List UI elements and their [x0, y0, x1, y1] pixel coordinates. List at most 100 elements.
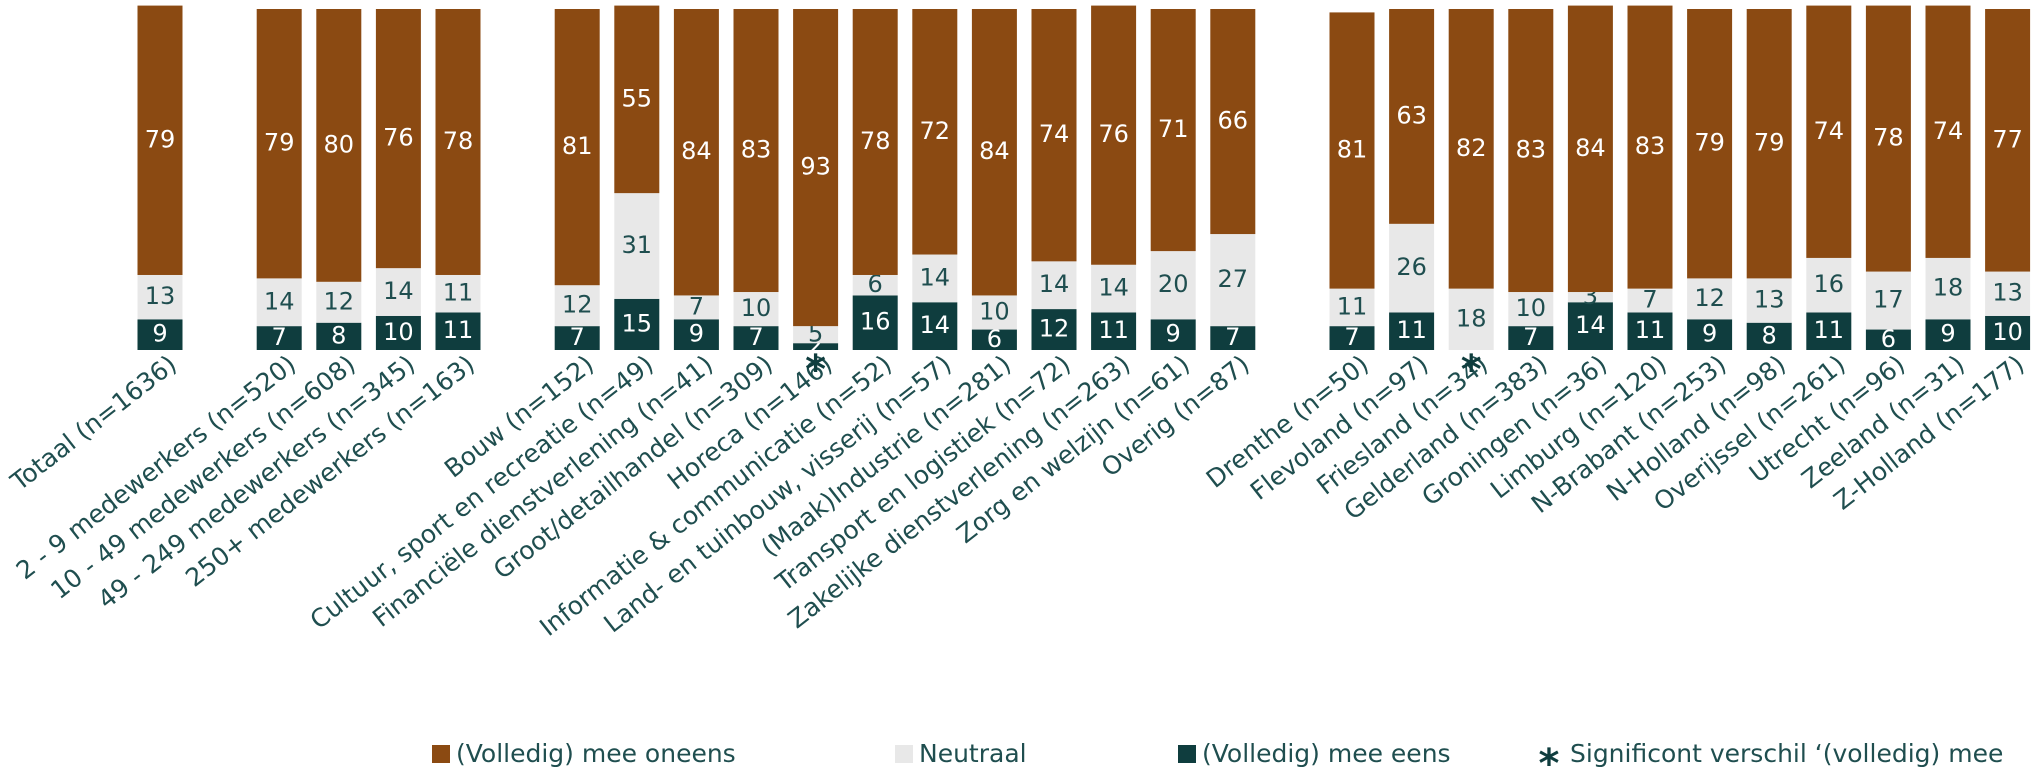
- data-label: 79: [145, 125, 176, 153]
- data-label: 83: [741, 136, 772, 164]
- data-label: 9: [1702, 320, 1717, 348]
- bar-segment: [971, 329, 1017, 350]
- data-label: 66: [1218, 107, 1249, 135]
- data-label: 76: [1098, 120, 1129, 148]
- data-label: 13: [145, 282, 176, 310]
- data-label: 7: [1642, 286, 1657, 314]
- data-label: 14: [920, 263, 951, 291]
- bar-segment: [912, 302, 958, 350]
- bar-segment: [971, 295, 1017, 330]
- legend-star: *: [1539, 741, 1560, 771]
- data-label: 10: [741, 294, 772, 322]
- bar-segment: [733, 326, 779, 350]
- bar-segment: [1806, 312, 1852, 350]
- bar-segment: [614, 298, 660, 350]
- data-label: 10: [1992, 318, 2023, 346]
- data-label: 84: [681, 137, 712, 165]
- bar-segment: [1806, 5, 1852, 258]
- bar-segment: [1448, 9, 1494, 289]
- bar-segment: [1150, 9, 1196, 252]
- bar-segment: [137, 319, 183, 350]
- bar-segment: [1925, 319, 1971, 350]
- significance-star: *: [805, 347, 826, 393]
- bar-segment: [793, 343, 839, 350]
- data-label: 78: [443, 127, 474, 155]
- data-label: 7: [1225, 323, 1240, 351]
- bar-segment: [1091, 264, 1137, 313]
- bar-segment: [1567, 292, 1613, 303]
- data-label: 11: [1337, 292, 1368, 320]
- data-label: 11: [443, 316, 474, 344]
- data-label: 12: [324, 287, 355, 315]
- bar-segment: [1746, 322, 1792, 350]
- data-label: 81: [1337, 136, 1368, 164]
- data-label: 31: [622, 231, 653, 259]
- bar-segment: [1627, 312, 1673, 350]
- bar-segment: [1508, 326, 1554, 350]
- data-label: 12: [1694, 284, 1725, 312]
- data-label: 83: [1516, 136, 1547, 164]
- bar-segment: [912, 254, 958, 303]
- data-label: 8: [1762, 321, 1777, 349]
- data-label: 14: [264, 287, 295, 315]
- bar-segment: [673, 295, 719, 320]
- data-label: 7: [570, 323, 585, 351]
- data-label: 15: [622, 309, 653, 337]
- bar-segment: [1150, 319, 1196, 350]
- legend-swatch: [1178, 745, 1196, 763]
- data-label: 78: [860, 127, 891, 155]
- data-label: 14: [920, 311, 951, 339]
- bar-segment: [1687, 278, 1733, 320]
- data-label: 7: [1344, 323, 1359, 351]
- legend-label: Significont verschil ‘(volledig) mee: [1570, 739, 2003, 768]
- bar-segment: [316, 9, 362, 282]
- bar-segment: [1865, 5, 1911, 272]
- bar-segment: [673, 319, 719, 350]
- legend-label: Neutraal: [919, 739, 1027, 768]
- bar-segment: [1210, 326, 1256, 350]
- bar-segment: [1210, 234, 1256, 327]
- data-label: 10: [383, 318, 414, 346]
- data-label: 9: [152, 320, 167, 348]
- data-label: 18: [1933, 274, 1964, 302]
- bar-segment: [1925, 5, 1971, 258]
- bar-segment: [1091, 312, 1137, 350]
- bar-segment: [316, 281, 362, 323]
- data-label: 93: [800, 153, 831, 181]
- bar-segment: [793, 9, 839, 327]
- bar-segment: [1389, 223, 1435, 313]
- bar-segment: [1567, 5, 1613, 293]
- bar-segment: [852, 274, 898, 296]
- bar-segment: [1389, 312, 1435, 350]
- data-label: 7: [272, 323, 287, 351]
- data-label: 10: [1516, 294, 1547, 322]
- bar-segment: [554, 9, 600, 286]
- data-label: 12: [1039, 315, 1070, 343]
- bar-segment: [137, 274, 183, 320]
- data-label: 11: [443, 279, 474, 307]
- bar-segment: [1687, 319, 1733, 350]
- significance-star: *: [1461, 347, 1482, 393]
- legend-swatch: [895, 745, 913, 763]
- bar-segment: [733, 9, 779, 293]
- bar-segment: [852, 9, 898, 275]
- data-label: 11: [1635, 316, 1666, 344]
- data-label: 14: [1575, 311, 1606, 339]
- bar-segment: [1508, 9, 1554, 293]
- data-label: 27: [1218, 265, 1249, 293]
- bar-segment: [137, 5, 183, 275]
- data-label: 9: [1940, 320, 1955, 348]
- bar-segment: [435, 9, 481, 275]
- data-label: 9: [1166, 320, 1181, 348]
- data-label: 7: [1523, 323, 1538, 351]
- bar-segment: [554, 326, 600, 350]
- data-label: 80: [324, 130, 355, 158]
- legend-label: (Volledig) mee oneens: [456, 739, 736, 768]
- data-label: 79: [264, 129, 295, 157]
- data-label: 5: [808, 320, 823, 348]
- data-label: 55: [622, 84, 653, 112]
- data-label: 16: [860, 308, 891, 336]
- bar-segment: [1389, 9, 1435, 224]
- data-label: 84: [1575, 134, 1606, 162]
- bar-segment: [1567, 302, 1613, 350]
